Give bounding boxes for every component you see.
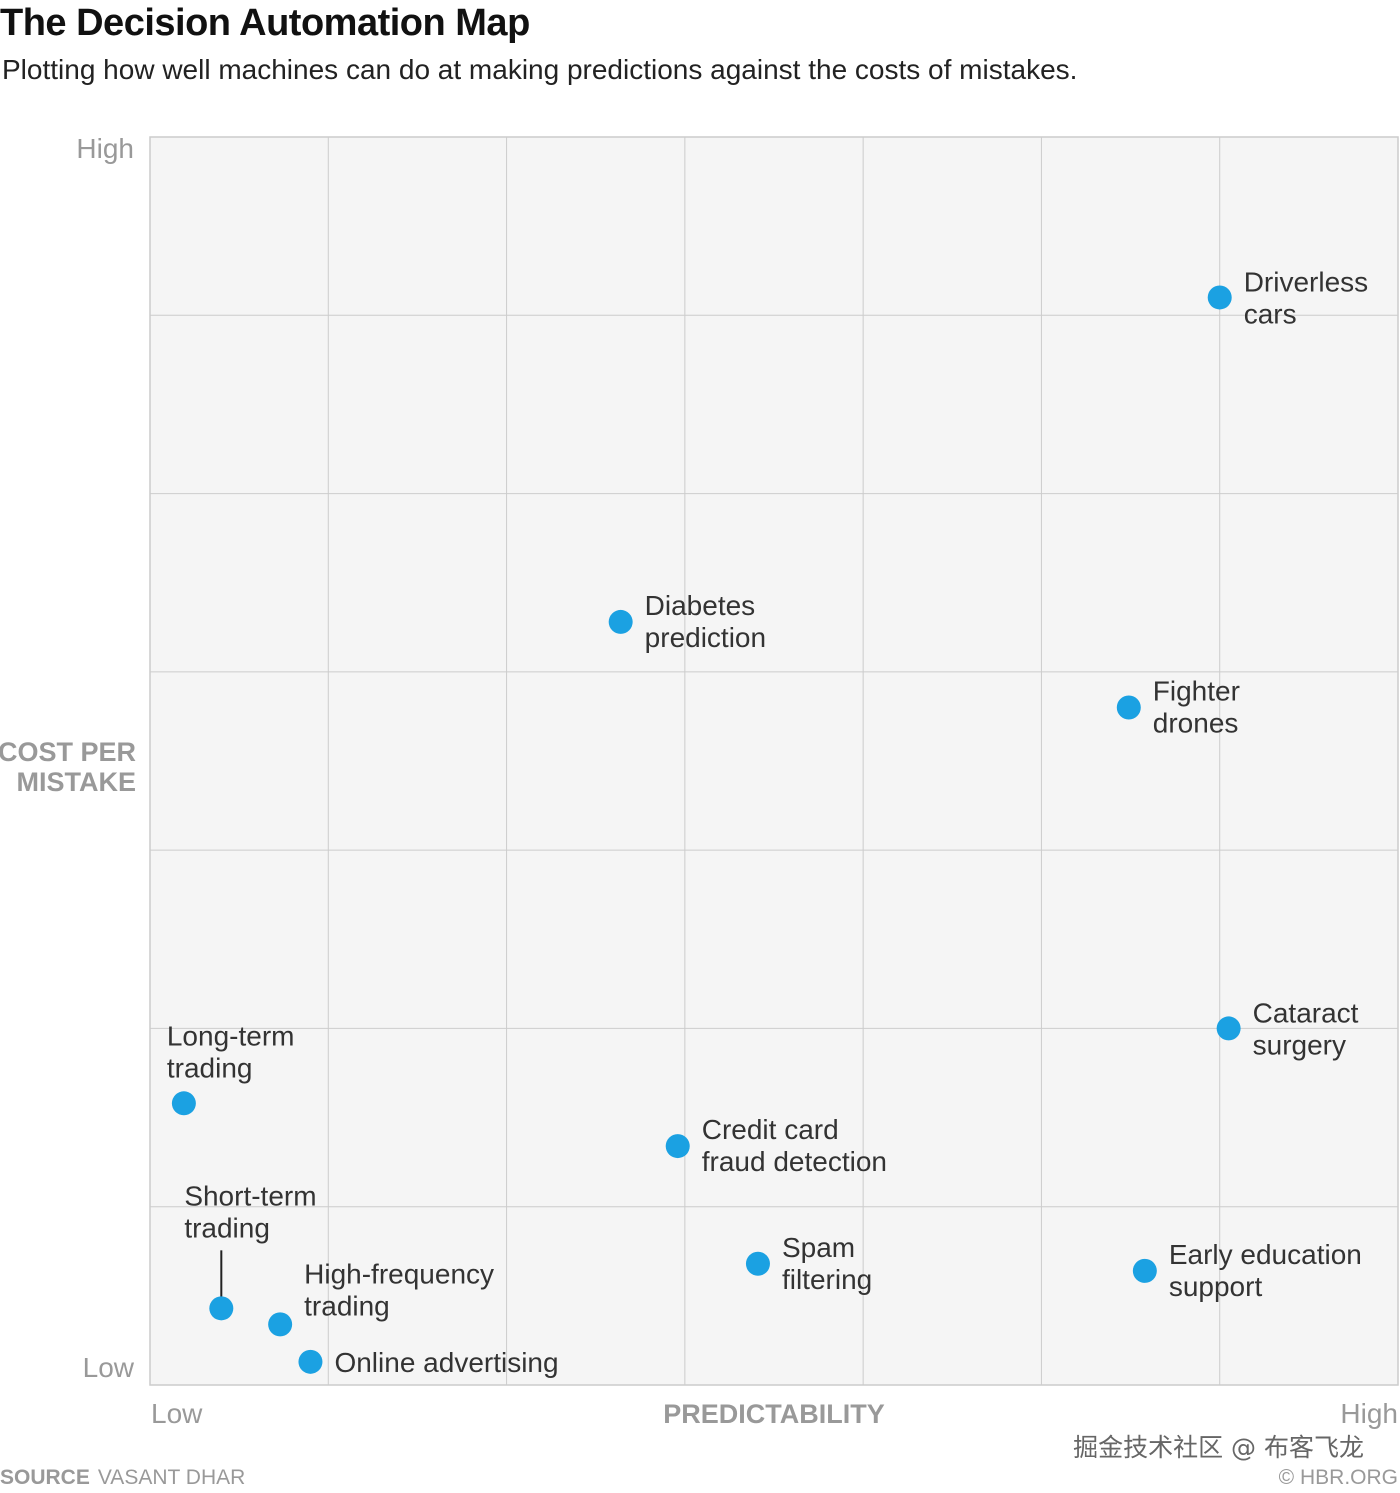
point-label: trading xyxy=(184,1212,270,1243)
point-label: Long-term xyxy=(167,1020,295,1051)
chart-title: The Decision Automation Map xyxy=(0,2,530,44)
point-label: Online advertising xyxy=(334,1347,558,1378)
data-point xyxy=(608,609,633,634)
data-point xyxy=(1207,285,1232,310)
point-label: Early education xyxy=(1169,1239,1362,1270)
x-tick-high: High xyxy=(1340,1398,1398,1429)
point-label: prediction xyxy=(645,622,766,653)
point-label: Spam xyxy=(782,1232,855,1263)
data-point xyxy=(209,1296,234,1321)
watermark: 掘金技术社区 @ 布客飞龙 xyxy=(1073,1433,1364,1462)
point-label: surgery xyxy=(1253,1029,1346,1060)
data-point xyxy=(1116,695,1141,720)
data-point xyxy=(171,1091,196,1116)
point-label: Driverless xyxy=(1244,266,1368,297)
plot-area xyxy=(149,136,1399,1386)
point-label: trading xyxy=(167,1052,253,1083)
y-tick-high: High xyxy=(76,133,134,164)
point-label: Cataract xyxy=(1253,997,1359,1028)
source-note: SOURCE VASANT DHAR xyxy=(0,1466,245,1490)
data-point xyxy=(268,1312,293,1337)
point-label: Short-term xyxy=(184,1180,316,1211)
x-tick-low: Low xyxy=(151,1398,203,1429)
point-label: cars xyxy=(1244,298,1297,329)
data-point xyxy=(745,1251,770,1276)
point-label: fraud detection xyxy=(702,1146,887,1177)
data-point xyxy=(1216,1016,1241,1041)
point-label: trading xyxy=(304,1290,390,1321)
point-label: Diabetes xyxy=(645,590,756,621)
data-point xyxy=(298,1349,323,1374)
point-label: support xyxy=(1169,1271,1263,1302)
y-tick-low: Low xyxy=(83,1352,135,1383)
point-label: Fighter xyxy=(1153,676,1240,707)
point-label: filtering xyxy=(782,1264,872,1295)
source-label: SOURCE xyxy=(0,1466,90,1489)
point-label: drones xyxy=(1153,708,1239,739)
data-point xyxy=(665,1134,690,1159)
chart-subtitle: Plotting how well machines can do at mak… xyxy=(2,54,1078,85)
point-label: High-frequency xyxy=(304,1258,494,1289)
y-axis-title-line1: COST PER xyxy=(0,737,136,767)
data-point xyxy=(1132,1258,1157,1283)
point-label: Credit card xyxy=(702,1114,839,1145)
credit: © HBR.ORG xyxy=(1278,1466,1398,1489)
source-value: VASANT DHAR xyxy=(97,1466,246,1489)
x-axis-title: PREDICTABILITY xyxy=(663,1399,885,1429)
y-axis-title-line2: MISTAKE xyxy=(17,767,137,797)
